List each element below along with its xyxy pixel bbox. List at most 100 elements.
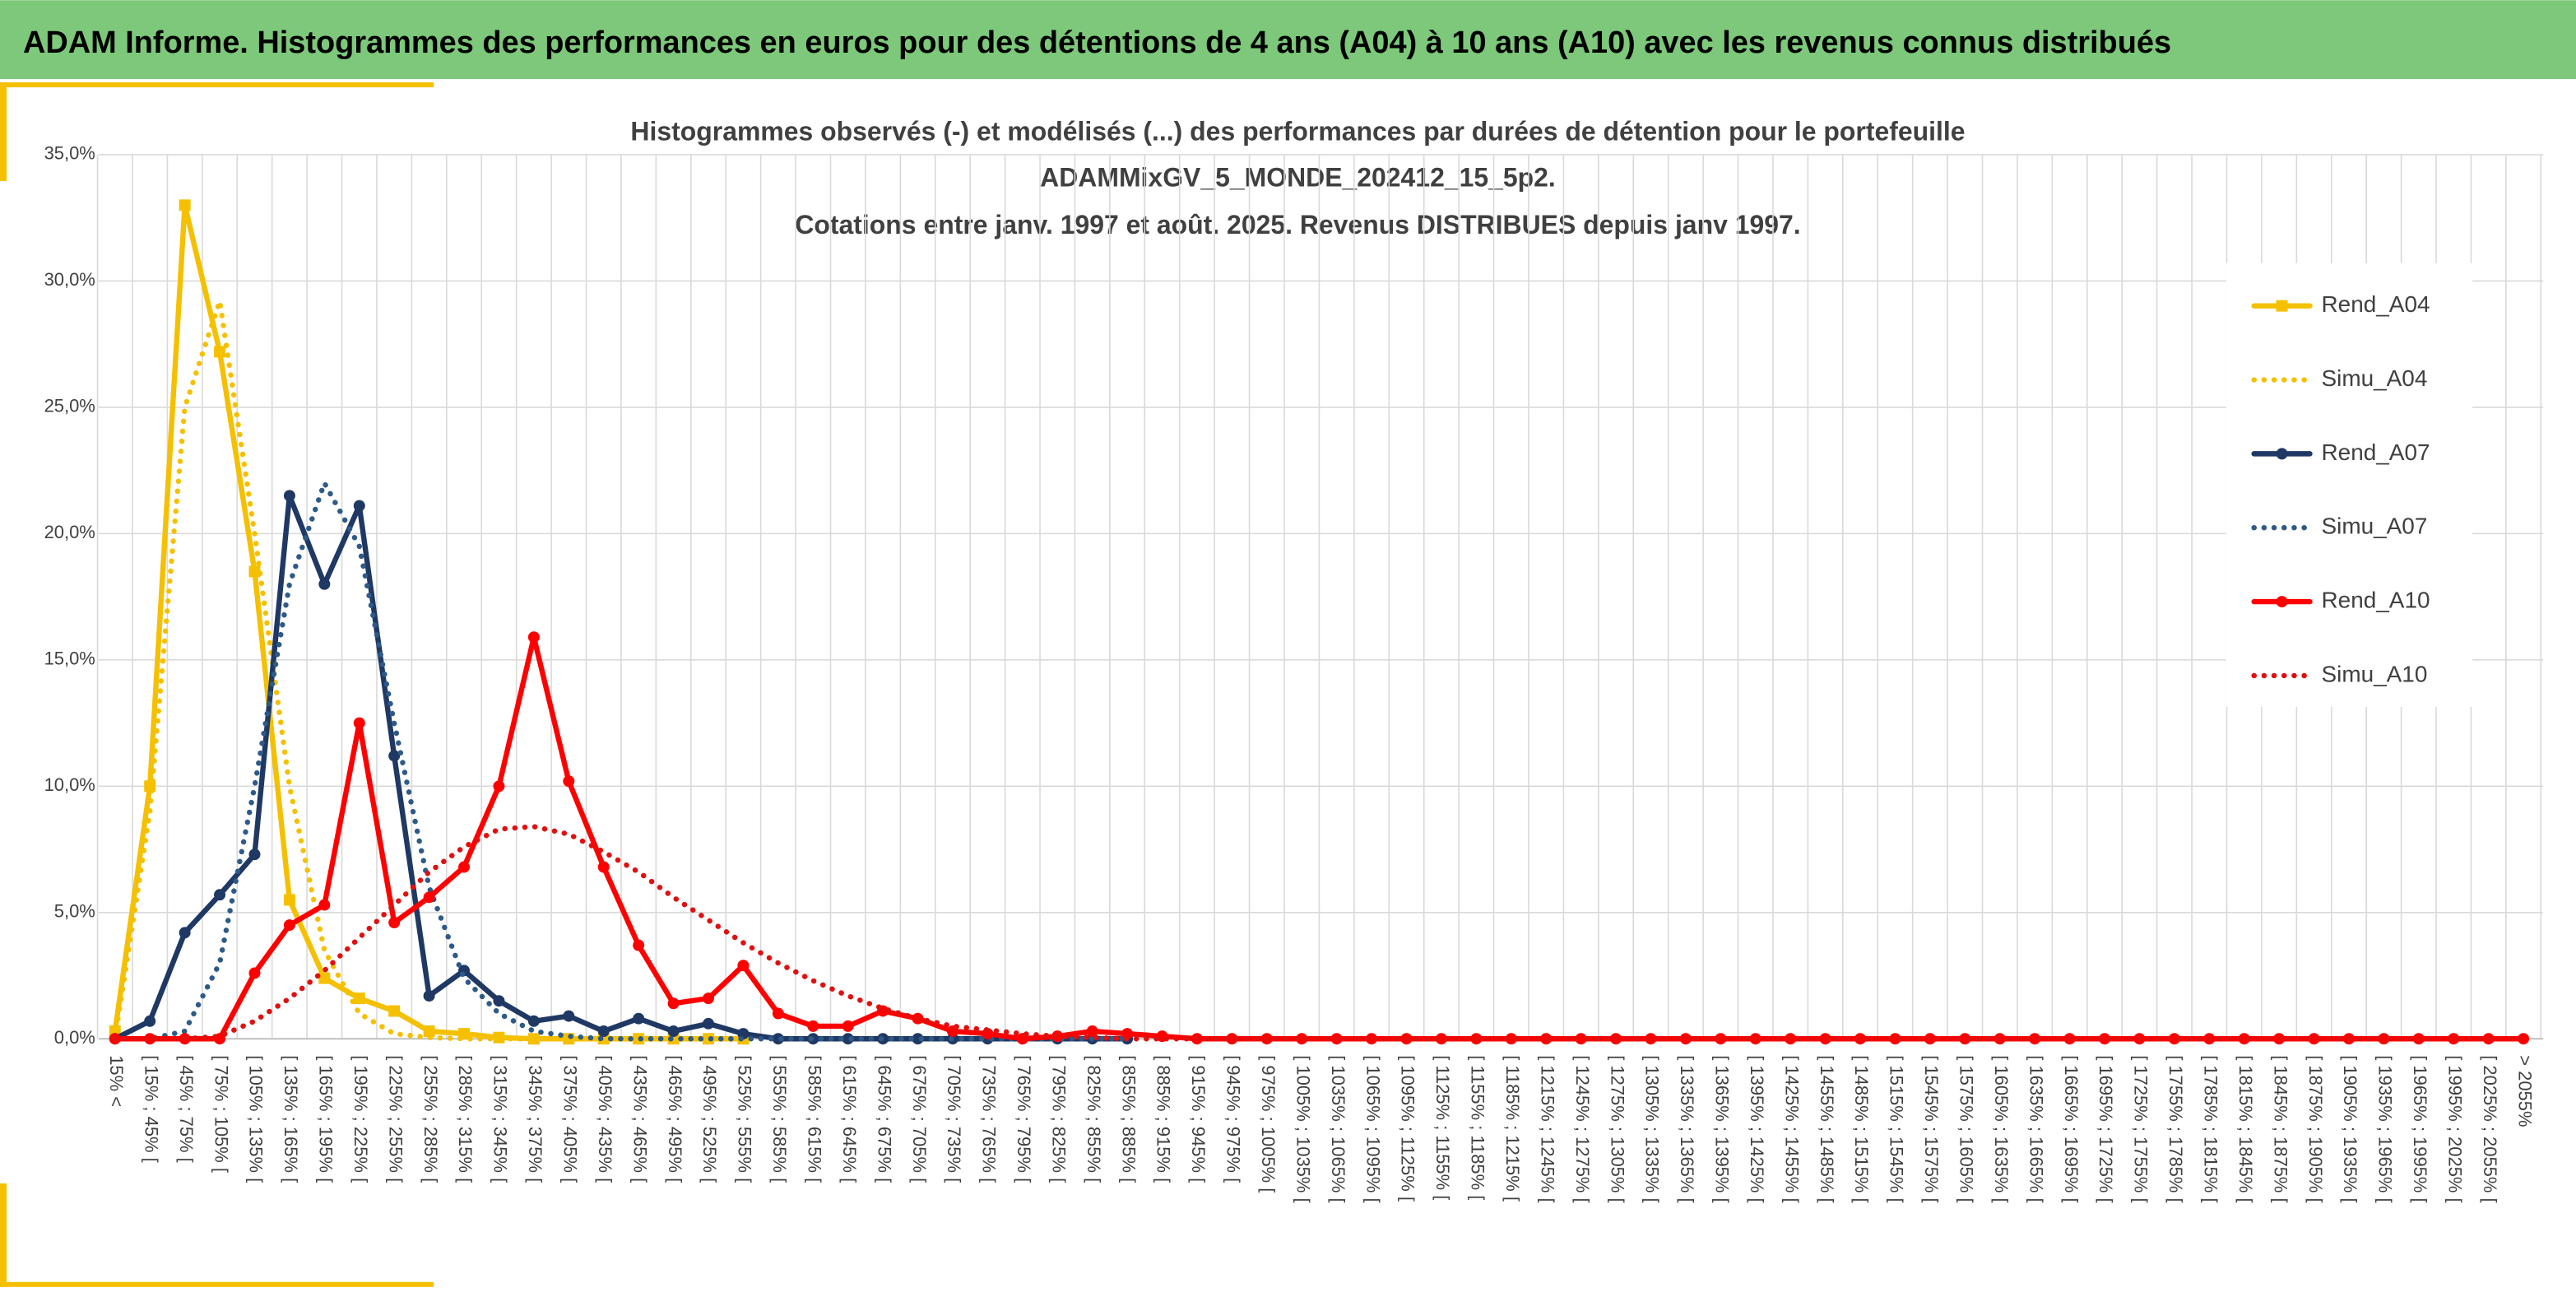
series-line bbox=[112, 493, 1130, 1042]
marker bbox=[527, 631, 540, 644]
x-tick-label: [ 1455% ; 1485% [ bbox=[1817, 1055, 1837, 1202]
x-tick-label: [ 1635% ; 1665% [ bbox=[2026, 1055, 2046, 1202]
marker bbox=[248, 848, 261, 861]
marker bbox=[772, 1007, 784, 1020]
legend-label: Rend_A10 bbox=[2321, 587, 2430, 612]
x-tick-label: [ 135% ; 165% [ bbox=[281, 1055, 301, 1183]
x-tick-label: [ 825% ; 855% [ bbox=[1084, 1055, 1104, 1183]
marker bbox=[493, 780, 505, 793]
x-tick-label: [ 1125% ; 1155% [ bbox=[1432, 1055, 1453, 1200]
marker bbox=[1575, 1033, 1587, 1045]
marker bbox=[353, 500, 365, 512]
marker bbox=[318, 972, 331, 984]
x-tick-label: [ 555% ; 585% [ bbox=[769, 1055, 790, 1183]
x-tick-label: [ 1995% ; 2025% [ bbox=[2444, 1055, 2465, 1202]
marker bbox=[842, 1033, 854, 1045]
legend-label: Rend_A04 bbox=[2321, 291, 2430, 317]
chart-title: Histogrammes observés (-) et modélisés (… bbox=[630, 116, 1965, 146]
x-tick-label: [ 1965% ; 1995% [ bbox=[2410, 1055, 2430, 1202]
x-tick-label: [ 1725% ; 1755% [ bbox=[2131, 1055, 2151, 1202]
x-tick-label: [ 1035% ; 1065% [ bbox=[1328, 1055, 1348, 1202]
marker bbox=[2029, 1033, 2041, 1045]
marker bbox=[214, 889, 226, 901]
marker bbox=[423, 990, 435, 1002]
x-tick-label: > 2055% bbox=[2514, 1055, 2535, 1127]
legend-label: Rend_A07 bbox=[2321, 439, 2430, 465]
marker bbox=[842, 1020, 854, 1032]
accent bbox=[0, 1281, 434, 1287]
marker bbox=[458, 861, 471, 873]
marker bbox=[423, 1025, 435, 1038]
marker bbox=[667, 997, 680, 1010]
accent bbox=[0, 1183, 7, 1287]
marker bbox=[2238, 1033, 2250, 1045]
x-tick-label: [ 1245% ; 1275% [ bbox=[1572, 1055, 1593, 1202]
x-tick-label: [ 1845% ; 1875% [ bbox=[2270, 1055, 2291, 1202]
accent bbox=[0, 82, 7, 181]
x-tick-label: [ 1905% ; 1935% [ bbox=[2340, 1055, 2360, 1202]
x-tick-label: [ 1755% ; 1785% [ bbox=[2165, 1055, 2186, 1202]
x-tick-label: [ 345% ; 375% [ bbox=[525, 1055, 545, 1183]
x-tick-label: [ 375% ; 405% [ bbox=[560, 1055, 581, 1183]
marker bbox=[912, 1033, 924, 1045]
y-tick-label: 0,0% bbox=[54, 1027, 95, 1048]
x-tick-label: [ 1095% ; 1125% [ bbox=[1398, 1055, 1418, 1202]
accent bbox=[0, 82, 434, 88]
marker bbox=[667, 1025, 680, 1038]
marker bbox=[527, 1033, 540, 1045]
marker bbox=[737, 960, 750, 972]
x-tick-label: [ 645% ; 675% [ bbox=[874, 1055, 894, 1183]
x-tick-label: [ 1155% ; 1185% [ bbox=[1468, 1055, 1488, 1200]
x-tick-label: [ 1365% ; 1395% [ bbox=[1712, 1055, 1733, 1202]
marker bbox=[1086, 1025, 1098, 1038]
x-tick-label: [ 1815% ; 1845% [ bbox=[2235, 1055, 2256, 1202]
marker bbox=[179, 927, 191, 939]
marker bbox=[388, 750, 401, 762]
marker bbox=[2168, 1033, 2180, 1045]
marker bbox=[423, 891, 435, 904]
marker bbox=[283, 919, 295, 932]
x-tick-label: [ 465% ; 495% [ bbox=[665, 1055, 685, 1183]
x-tick-label: [ 855% ; 885% [ bbox=[1118, 1055, 1139, 1183]
marker bbox=[527, 1015, 540, 1027]
legend-marker bbox=[2276, 448, 2288, 460]
header-bar bbox=[0, 0, 2576, 80]
series-line bbox=[112, 480, 1130, 1042]
marker bbox=[633, 1012, 645, 1025]
x-tick-label: [ 1335% ; 1365% [ bbox=[1677, 1055, 1697, 1202]
x-tick-label: [ 585% ; 615% [ bbox=[804, 1055, 824, 1183]
x-tick-label: [ 1065% ; 1095% [ bbox=[1362, 1055, 1383, 1202]
x-tick-label: [ 1185% ; 1215% [ bbox=[1502, 1055, 1523, 1202]
x-tick-label: [ 1515% ; 1545% [ bbox=[1887, 1055, 1907, 1202]
marker bbox=[318, 899, 331, 911]
marker bbox=[597, 1025, 610, 1038]
y-tick-label: 30,0% bbox=[44, 269, 95, 290]
x-tick-label: [ 15% ; 45% [ bbox=[141, 1055, 161, 1163]
marker bbox=[703, 1017, 714, 1030]
marker bbox=[563, 775, 575, 788]
chart-title: Cotations entre janv. 1997 et août. 2025… bbox=[795, 210, 1800, 239]
marker bbox=[563, 1010, 575, 1022]
x-tick-label: [ 195% ; 225% [ bbox=[350, 1055, 371, 1183]
x-tick-label: [ 1785% ; 1815% [ bbox=[2200, 1055, 2221, 1202]
x-tick-label: [ 1305% ; 1335% [ bbox=[1642, 1055, 1663, 1202]
legend-label: Simu_A04 bbox=[2321, 365, 2427, 391]
marker bbox=[353, 993, 365, 1005]
marker bbox=[633, 939, 645, 951]
marker bbox=[1889, 1033, 1901, 1045]
x-tick-label: [ 1215% ; 1245% [ bbox=[1537, 1055, 1557, 1202]
marker bbox=[2518, 1033, 2530, 1045]
x-tick-label: [ 1665% ; 1695% [ bbox=[2061, 1055, 2082, 1202]
marker bbox=[772, 1033, 784, 1045]
x-tick-label: [ 105% ; 135% [ bbox=[246, 1055, 267, 1183]
x-tick-label: [ 405% ; 435% [ bbox=[595, 1055, 615, 1183]
x-tick-label: [ 945% ; 975% [ bbox=[1223, 1055, 1244, 1183]
x-tick-label: [ 1695% ; 1725% [ bbox=[2096, 1055, 2116, 1202]
x-tick-label: [ 1605% ; 1635% [ bbox=[1991, 1055, 2012, 1202]
x-tick-label: [ 525% ; 555% [ bbox=[735, 1055, 755, 1183]
x-tick-label: [ 1275% ; 1305% [ bbox=[1607, 1055, 1627, 1202]
marker bbox=[703, 993, 714, 1005]
x-tick-label: [ 315% ; 345% [ bbox=[490, 1055, 511, 1183]
